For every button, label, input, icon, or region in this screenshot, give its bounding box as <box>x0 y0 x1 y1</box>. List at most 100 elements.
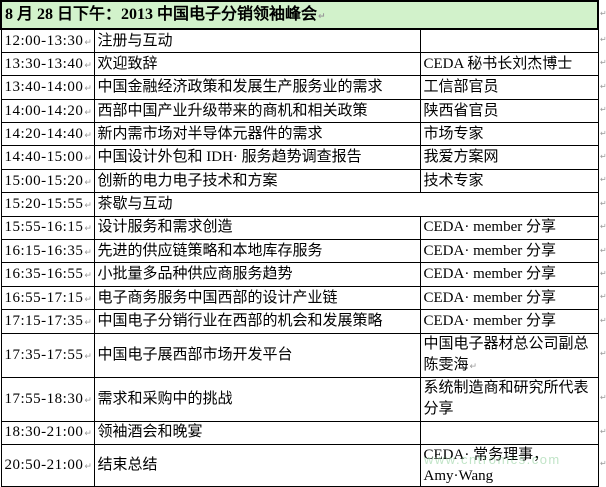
speaker-name: CEDA· member 分享 <box>423 219 556 236</box>
agenda-row: 17:15-17:35↵ 中国电子分销行业在西部的机会和发展策略 CEDA· mem… <box>0 309 599 334</box>
speaker-cell: CEDA· 常务理事，Amy·Wang <box>419 443 599 487</box>
topic-cell: 结束总结 <box>93 443 421 487</box>
topic-cell: 设计服务和需求创造 <box>93 215 421 241</box>
agenda-row: 16:15-16:35↵ 先进的供应链策略和本地库存服务 CEDA· member … <box>0 239 599 264</box>
agenda-row: 12:00-13:30↵ 注册与互动 <box>0 28 599 53</box>
cell-end-mark-icon: ↵ <box>84 318 93 329</box>
speaker-name: 市场专家 <box>423 125 484 142</box>
topic-cell: 中国金融经济政策和发展生产服务业的需求 <box>93 75 421 100</box>
topic-cell: 注册与互动 <box>93 28 421 53</box>
time-cell: 15:00-15:20↵ <box>0 168 95 194</box>
speaker-cell: CEDA· member 分享 <box>419 285 599 311</box>
topic-cell: 需求和采购中的挑战 <box>93 376 421 422</box>
row-end-mark-icon: ↵ <box>600 221 606 231</box>
cell-end-mark-icon: ↵ <box>84 177 93 188</box>
row-end-mark-icon: ↵ <box>600 268 606 278</box>
speaker-name: CEDA· member 分享 <box>423 266 556 283</box>
agenda-row: 20:50-21:00↵ 结束总结 CEDA· 常务理事，Amy·Wang <box>0 443 599 487</box>
time-range: 13:30-13:40 <box>4 55 84 72</box>
row-end-mark-icon: ↵ <box>600 57 606 67</box>
topic-cell: 电子商务服务中国西部的设计产业链 <box>93 285 421 311</box>
row-end-mark-icon: ↵ <box>600 81 606 91</box>
speaker-name: CEDA· member 分享 <box>423 242 556 259</box>
cell-end-mark-icon: ↵ <box>84 130 93 141</box>
time-cell: 17:15-17:35↵ <box>0 309 95 334</box>
time-range: 15:20-15:55 <box>4 196 84 213</box>
time-cell: 14:40-15:00↵ <box>0 145 95 170</box>
time-range: 17:15-17:35 <box>4 313 84 330</box>
agenda-row: 17:55-18:30↵ 需求和采购中的挑战 系统制造商和研究所代表 分享 <box>0 376 599 422</box>
time-cell: 16:55-17:15↵ <box>0 285 95 311</box>
row-end-mark-icon: ↵ <box>600 315 606 325</box>
time-cell: 13:30-13:40↵ <box>0 51 95 77</box>
cell-end-mark-icon: ↵ <box>84 60 93 71</box>
topic-cell: 领袖酒会和晚宴 <box>93 420 421 445</box>
cell-end-mark-icon: ↵ <box>84 247 93 258</box>
topic-cell: 西部中国产业升级带来的商机和相关政策 <box>93 98 421 124</box>
time-range: 18:30-21:00 <box>4 424 84 441</box>
cell-end-mark-icon: ↵ <box>84 107 93 118</box>
time-cell: 20:50-21:00↵ <box>0 443 95 487</box>
speaker-cell: 系统制造商和研究所代表 分享 <box>419 376 599 422</box>
speaker-cell: 工信部官员 <box>419 75 599 100</box>
time-cell: 17:35-17:55↵ <box>0 332 95 378</box>
time-cell: 14:00-14:20↵ <box>0 98 95 124</box>
time-range: 12:00-13:30 <box>4 32 84 49</box>
agenda-row: 15:20-15:55↵ 茶歇与互动 <box>0 192 599 217</box>
agenda-row: 14:00-14:20↵ 西部中国产业升级带来的商机和相关政策 陕西省官员 <box>0 98 599 124</box>
row-end-mark-icon: ↵ <box>600 9 606 18</box>
time-cell: 17:55-18:30↵ <box>0 376 95 422</box>
agenda-row: 13:30-13:40↵ 欢迎致辞 CEDA 秘书长刘杰博士 <box>0 51 599 77</box>
agenda-title-row: 8 月 28 日下午：2013 中国电子分销领袖峰会↵ <box>0 0 600 30</box>
agenda-row: 16:55-17:15↵ 电子商务服务中国西部的设计产业链 CEDA· member… <box>0 285 599 311</box>
agenda-row: 14:20-14:40↵ 新内需市场对半导体元器件的需求 市场专家 <box>0 122 599 147</box>
time-cell: 13:40-14:00↵ <box>0 75 95 100</box>
row-end-mark-icon: ↵ <box>600 393 606 402</box>
row-end-mark-icon: ↵ <box>600 34 606 44</box>
speaker-cell: 市场专家 <box>419 122 599 147</box>
speaker-cell: CEDA· member 分享 <box>419 262 599 287</box>
agenda-row: 17:35-17:55↵ 中国电子展西部市场开发平台 中国电子器材总公司副总 陈雯海… <box>0 332 599 378</box>
row-end-mark-icon: ↵ <box>600 291 606 301</box>
cell-end-mark-icon: ↵ <box>84 37 93 48</box>
row-end-mark-icon: ↵ <box>600 198 606 208</box>
speaker-cell <box>419 28 599 53</box>
cell-end-mark-icon: ↵ <box>84 429 93 440</box>
agenda-row: 15:00-15:20↵ 创新的电力电子技术和方案 技术专家 <box>0 168 599 194</box>
page-title: 8 月 28 日下午：2013 中国电子分销领袖峰会 <box>5 5 318 23</box>
topic-cell: 中国电子分销行业在西部的机会和发展策略 <box>93 309 421 334</box>
time-range: 15:00-15:20 <box>4 172 84 189</box>
speaker-name: CEDA· member 分享 <box>423 289 556 306</box>
row-end-mark-icon: ↵ <box>600 426 606 436</box>
time-cell: 16:35-16:55↵ <box>0 262 95 287</box>
cell-end-mark-icon: ↵ <box>84 294 93 305</box>
agenda-title-cell: 8 月 28 日下午：2013 中国电子分销领袖峰会↵ <box>0 0 600 30</box>
time-cell: 14:20-14:40↵ <box>0 122 95 147</box>
speaker-name: 陕西省官员 <box>423 102 499 119</box>
cell-end-mark-icon: ↵ <box>84 154 93 165</box>
speaker-cell: 中国电子器材总公司副总 陈雯海↵ <box>419 332 599 378</box>
agenda-row: 14:40-15:00↵ 中国设计外包和 IDH· 服务趋势调查报告 我爱方案网 <box>0 145 599 170</box>
time-range: 15:55-16:15 <box>4 219 84 236</box>
time-range: 13:40-14:00 <box>4 79 84 96</box>
agenda-row: 18:30-21:00↵ 领袖酒会和晚宴 <box>0 420 599 445</box>
cell-end-mark-icon: ↵ <box>84 271 93 282</box>
time-range: 16:35-16:55 <box>4 266 84 283</box>
speaker-cell: CEDA· member 分享 <box>419 215 599 241</box>
row-end-mark-icon: ↵ <box>600 104 606 114</box>
time-cell: 15:55-16:15↵ <box>0 215 95 241</box>
speaker-name: CEDA· 常务理事，Amy·Wang <box>423 446 549 484</box>
agenda-row: 15:55-16:15↵ 设计服务和需求创造 CEDA· member 分享 <box>0 215 599 241</box>
time-range: 20:50-21:00 <box>4 457 84 474</box>
row-end-mark-icon: ↵ <box>600 128 606 138</box>
cell-end-mark-icon: ↵ <box>84 224 93 235</box>
time-range: 14:00-14:20 <box>4 102 84 119</box>
row-end-mark-icon: ↵ <box>600 245 606 255</box>
topic-cell: 中国电子展西部市场开发平台 <box>93 332 421 378</box>
time-cell: 18:30-21:00↵ <box>0 420 95 445</box>
speaker-cell <box>419 420 599 445</box>
agenda-row: 13:40-14:00↵ 中国金融经济政策和发展生产服务业的需求 工信部官员 <box>0 75 599 100</box>
speaker-name: 工信部官员 <box>423 79 499 96</box>
agenda-row: 16:35-16:55↵ 小批量多品种供应商服务趋势 CEDA· member 分享 <box>0 262 599 287</box>
row-end-mark-icon: ↵ <box>600 151 606 161</box>
